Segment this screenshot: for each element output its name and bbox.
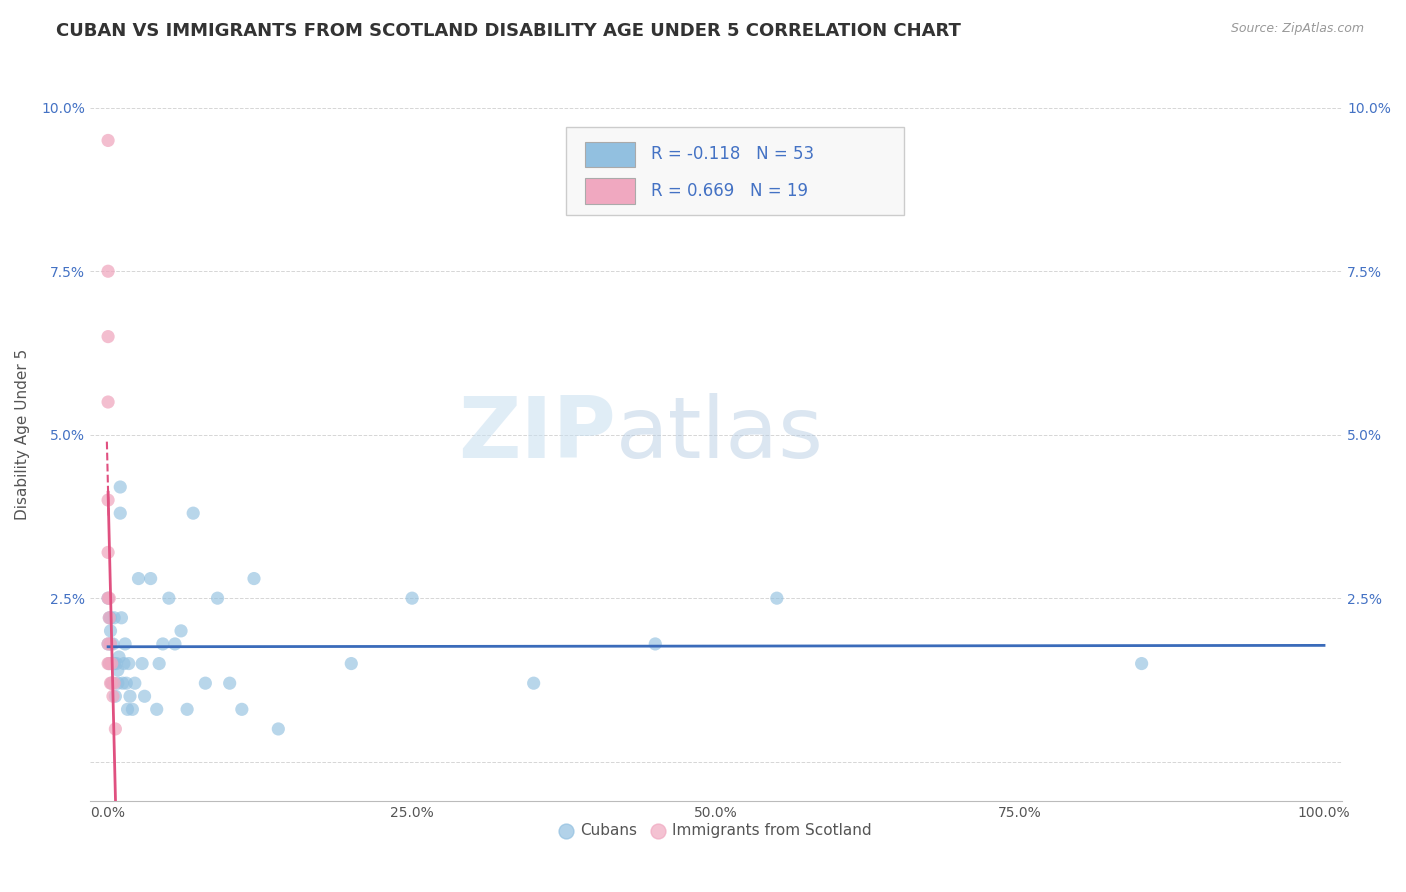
Point <box>98 611 121 625</box>
Point <box>110 611 132 625</box>
Point <box>100 637 122 651</box>
Text: Source: ZipAtlas.com: Source: ZipAtlas.com <box>1230 22 1364 36</box>
Point <box>97 264 120 278</box>
Point <box>401 591 423 606</box>
FancyBboxPatch shape <box>565 127 904 215</box>
Point <box>100 676 122 690</box>
Text: R = 0.669   N = 19: R = 0.669 N = 19 <box>651 182 808 200</box>
Point <box>107 663 129 677</box>
Point <box>107 676 129 690</box>
Point <box>340 657 363 671</box>
Point <box>97 395 120 409</box>
Point <box>114 637 136 651</box>
Point <box>97 133 120 147</box>
Point <box>231 702 253 716</box>
Point <box>100 657 122 671</box>
Point <box>118 690 141 704</box>
Point <box>124 676 146 690</box>
Point <box>131 657 153 671</box>
Point <box>207 591 229 606</box>
Point <box>97 591 120 606</box>
FancyBboxPatch shape <box>585 178 634 204</box>
Point <box>157 591 180 606</box>
Point <box>97 637 120 651</box>
Point <box>100 624 122 638</box>
Point <box>194 676 217 690</box>
Point <box>100 657 122 671</box>
Point <box>117 702 139 716</box>
Point <box>115 676 138 690</box>
Point <box>103 657 125 671</box>
Text: R = -0.118   N = 53: R = -0.118 N = 53 <box>651 145 814 163</box>
Point <box>148 657 170 671</box>
Point <box>139 572 162 586</box>
Point <box>97 637 120 651</box>
Point <box>163 637 186 651</box>
Point <box>644 637 666 651</box>
Point <box>98 611 121 625</box>
Point <box>101 690 124 704</box>
Text: atlas: atlas <box>616 393 824 476</box>
Point <box>101 637 124 651</box>
Point <box>267 722 290 736</box>
Point <box>134 690 156 704</box>
Point <box>112 657 135 671</box>
Point <box>523 676 546 690</box>
Point <box>110 480 132 494</box>
Point <box>118 657 141 671</box>
Y-axis label: Disability Age Under 5: Disability Age Under 5 <box>15 349 30 520</box>
Point <box>176 702 198 716</box>
Point <box>1130 657 1153 671</box>
Point <box>145 702 167 716</box>
Legend: Cubans, Immigrants from Scotland: Cubans, Immigrants from Scotland <box>554 817 877 845</box>
Point <box>100 611 122 625</box>
Point <box>218 676 240 690</box>
Point <box>121 702 143 716</box>
FancyBboxPatch shape <box>585 142 634 168</box>
Text: CUBAN VS IMMIGRANTS FROM SCOTLAND DISABILITY AGE UNDER 5 CORRELATION CHART: CUBAN VS IMMIGRANTS FROM SCOTLAND DISABI… <box>56 22 962 40</box>
Point <box>97 545 120 559</box>
Point <box>100 676 122 690</box>
Point <box>152 637 174 651</box>
Point <box>108 650 131 665</box>
Point <box>100 637 122 651</box>
Point <box>104 722 127 736</box>
Point <box>97 493 120 508</box>
Point <box>98 591 121 606</box>
Point <box>105 657 128 671</box>
Point <box>98 657 121 671</box>
Text: ZIP: ZIP <box>458 393 616 476</box>
Point <box>97 329 120 343</box>
Point <box>104 690 127 704</box>
Point <box>97 657 120 671</box>
Point <box>103 676 125 690</box>
Point <box>170 624 193 638</box>
Point <box>110 506 132 520</box>
Point <box>97 591 120 606</box>
Point <box>181 506 204 520</box>
Point <box>103 611 125 625</box>
Point <box>766 591 789 606</box>
Point <box>98 657 121 671</box>
Point <box>243 572 266 586</box>
Point <box>111 676 134 690</box>
Point <box>100 676 122 690</box>
Point <box>127 572 149 586</box>
